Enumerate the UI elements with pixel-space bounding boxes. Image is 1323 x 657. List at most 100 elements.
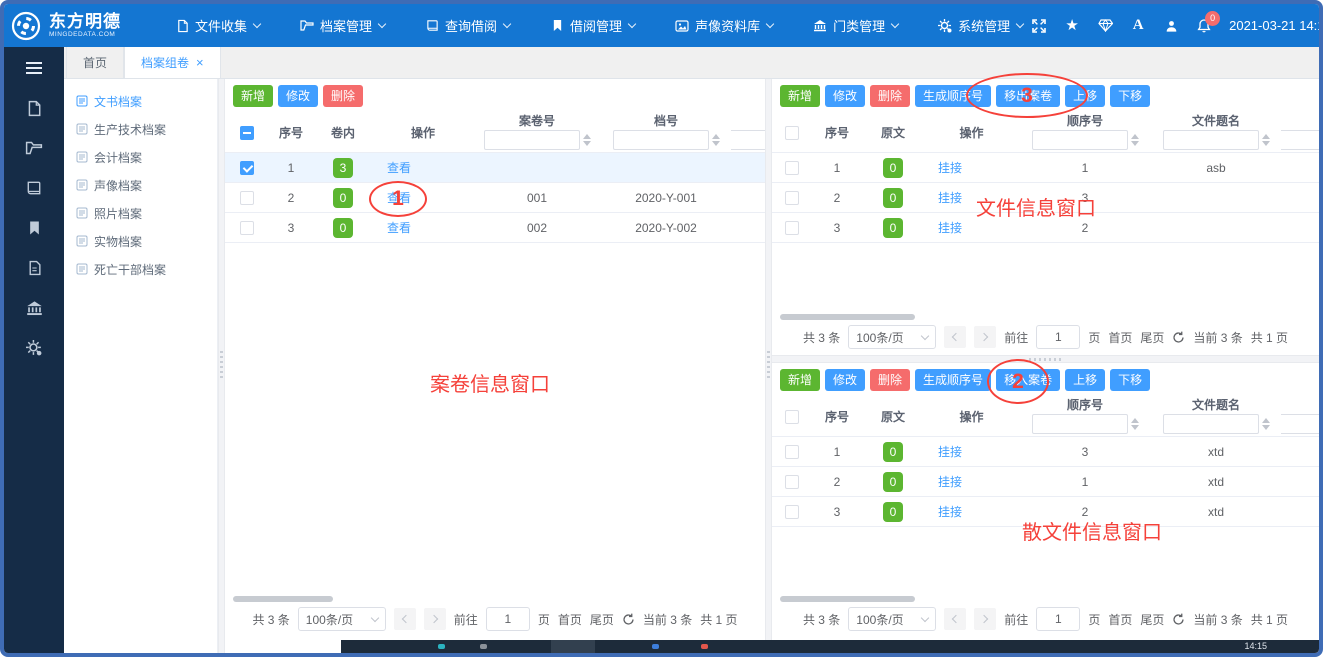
- delete-button[interactable]: 删除: [870, 85, 911, 107]
- partial-filter-input[interactable]: [731, 130, 765, 150]
- sidebar-document-icon[interactable]: [25, 259, 43, 277]
- next-page-button[interactable]: [974, 608, 997, 630]
- title-filter-input[interactable]: [1162, 414, 1259, 434]
- table-row[interactable]: 2 0 查看 001 2020-Y-001: [225, 183, 765, 213]
- user-icon[interactable]: [1163, 18, 1179, 34]
- last-page-link[interactable]: 尾页: [1140, 330, 1165, 345]
- delete-button[interactable]: 删除: [323, 85, 364, 107]
- table-row[interactable]: 3 0 挂接 2 xtd: [772, 497, 1319, 527]
- panel-splitter[interactable]: [765, 79, 772, 653]
- attach-link[interactable]: 挂接: [938, 475, 963, 489]
- tree-item-document-archive[interactable]: 文书档案: [64, 87, 217, 115]
- sort-toggle[interactable]: [582, 134, 591, 146]
- table-row[interactable]: 3 0 挂接 2: [772, 213, 1319, 243]
- table-row[interactable]: 2 0 挂接 1 xtd: [772, 467, 1319, 497]
- row-checkbox[interactable]: [785, 190, 799, 205]
- page-number-input[interactable]: [1036, 325, 1081, 349]
- tab-home[interactable]: 首页: [66, 47, 125, 78]
- sort-toggle[interactable]: [1261, 134, 1270, 146]
- first-page-link[interactable]: 首页: [1108, 330, 1133, 345]
- tree-item-deceased-cadre[interactable]: 死亡干部档案: [64, 255, 217, 283]
- page-number-input[interactable]: [485, 607, 530, 631]
- order-no-filter-input[interactable]: [1031, 414, 1128, 434]
- sidebar-file-icon[interactable]: [25, 99, 43, 117]
- file-no-filter-input[interactable]: [612, 130, 709, 150]
- sort-toggle[interactable]: [1261, 418, 1270, 430]
- attach-link[interactable]: 挂接: [938, 221, 963, 235]
- prev-page-button[interactable]: [393, 608, 416, 630]
- scrollbar-thumb[interactable]: [780, 314, 915, 320]
- tab-archive-grouping[interactable]: 档案组卷 ×: [124, 47, 221, 78]
- view-link[interactable]: 查看: [387, 191, 412, 205]
- scrollbar-thumb[interactable]: [233, 596, 333, 602]
- add-button[interactable]: 新增: [233, 85, 274, 107]
- delete-button[interactable]: 删除: [870, 369, 911, 391]
- select-all-checkbox[interactable]: [785, 409, 799, 424]
- last-page-link[interactable]: 尾页: [1140, 612, 1165, 627]
- first-page-link[interactable]: 首页: [1108, 612, 1133, 627]
- row-checkbox[interactable]: [240, 220, 254, 235]
- first-page-link[interactable]: 首页: [557, 612, 582, 627]
- row-checkbox[interactable]: [240, 160, 254, 175]
- edit-button[interactable]: 修改: [278, 85, 319, 107]
- select-all-checkbox[interactable]: [240, 125, 254, 140]
- generate-order-button[interactable]: 生成顺序号: [915, 369, 992, 391]
- view-link[interactable]: 查看: [387, 161, 412, 175]
- sidebar-gear-icon[interactable]: [25, 339, 43, 357]
- refresh-icon[interactable]: [1172, 331, 1185, 344]
- move-out-volume-button[interactable]: 移出案卷: [996, 85, 1061, 107]
- tree-splitter[interactable]: [218, 79, 225, 653]
- partial-filter-input[interactable]: [1281, 130, 1319, 150]
- table-row[interactable]: 1 0 挂接 1 asb: [772, 153, 1319, 183]
- table-row[interactable]: 1 0 挂接 3 xtd: [772, 437, 1319, 467]
- right-panel-splitter[interactable]: [772, 355, 1319, 363]
- case-no-filter-input[interactable]: [483, 130, 580, 150]
- tree-item-audio-visual[interactable]: 声像档案: [64, 171, 217, 199]
- sort-toggle[interactable]: [1130, 134, 1139, 146]
- order-no-filter-input[interactable]: [1031, 130, 1128, 150]
- table-row[interactable]: 1 3 查看: [225, 153, 765, 183]
- menu-category-manage[interactable]: 门类管理: [812, 16, 900, 35]
- page-size-select[interactable]: 100条/页: [848, 325, 937, 349]
- row-checkbox[interactable]: [785, 474, 799, 489]
- sidebar-folder-icon[interactable]: [25, 139, 43, 157]
- last-page-link[interactable]: 尾页: [589, 612, 614, 627]
- title-filter-input[interactable]: [1162, 130, 1259, 150]
- table-row[interactable]: 3 0 查看 002 2020-Y-002: [225, 213, 765, 243]
- fullscreen-icon[interactable]: [1031, 18, 1047, 34]
- select-all-checkbox[interactable]: [785, 125, 799, 140]
- next-page-button[interactable]: [974, 326, 997, 348]
- edit-button[interactable]: 修改: [825, 85, 866, 107]
- refresh-icon[interactable]: [622, 613, 635, 626]
- row-checkbox[interactable]: [785, 504, 799, 519]
- add-button[interactable]: 新增: [780, 369, 821, 391]
- table-row[interactable]: 2 0 挂接 3: [772, 183, 1319, 213]
- tree-item-physical[interactable]: 实物档案: [64, 227, 217, 255]
- attach-link[interactable]: 挂接: [938, 445, 963, 459]
- page-number-input[interactable]: [1036, 607, 1081, 631]
- sort-toggle[interactable]: [1130, 418, 1139, 430]
- bell-icon[interactable]: 0: [1196, 10, 1221, 34]
- view-link[interactable]: 查看: [387, 221, 412, 235]
- refresh-icon[interactable]: [1172, 613, 1185, 626]
- sidebar-book-icon[interactable]: [25, 179, 43, 197]
- menu-borrow-manage[interactable]: 借阅管理: [549, 16, 637, 35]
- partial-filter-input[interactable]: [1281, 414, 1319, 434]
- attach-link[interactable]: 挂接: [938, 191, 963, 205]
- move-up-button[interactable]: 上移: [1065, 369, 1106, 391]
- attach-link[interactable]: 挂接: [938, 161, 963, 175]
- move-down-button[interactable]: 下移: [1110, 85, 1151, 107]
- sort-toggle[interactable]: [711, 134, 720, 146]
- row-checkbox[interactable]: [785, 220, 799, 235]
- edit-button[interactable]: 修改: [825, 369, 866, 391]
- add-button[interactable]: 新增: [780, 85, 821, 107]
- next-page-button[interactable]: [423, 608, 446, 630]
- scrollbar-thumb[interactable]: [780, 596, 915, 602]
- collapse-menu-icon[interactable]: [25, 59, 43, 77]
- attach-link[interactable]: 挂接: [938, 505, 963, 519]
- menu-file-collect[interactable]: 文件收集: [174, 16, 262, 35]
- tree-item-accounting[interactable]: 会计档案: [64, 143, 217, 171]
- gem-icon[interactable]: [1097, 18, 1113, 34]
- generate-order-button[interactable]: 生成顺序号: [915, 85, 992, 107]
- tree-item-photo[interactable]: 照片档案: [64, 199, 217, 227]
